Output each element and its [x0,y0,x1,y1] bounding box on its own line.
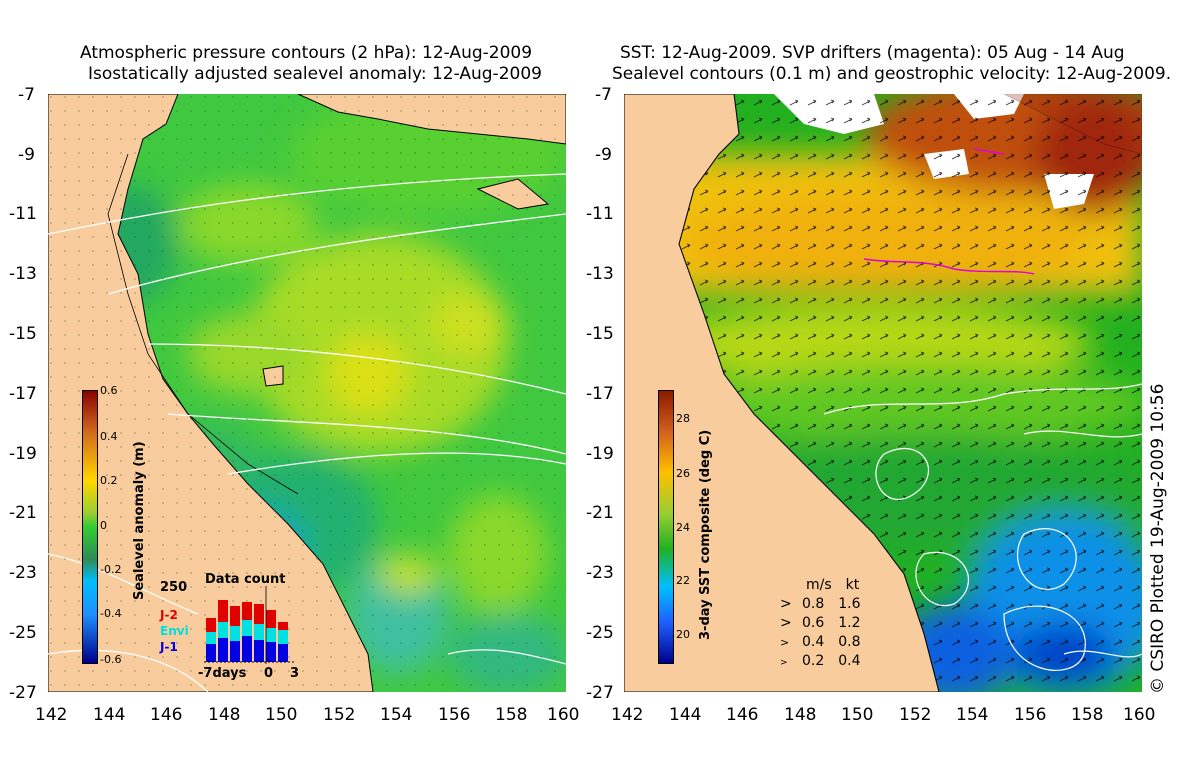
sealevel-colorbar [82,390,98,664]
legend-ms: 0.6 [802,615,825,631]
x-tick: 160 [547,705,580,725]
x-tick: 142 [35,705,68,725]
sst-tick: 20 [676,628,690,641]
y-tick: -15 [9,324,37,344]
x-tick: 142 [611,705,644,725]
sst-map[interactable] [624,94,1142,692]
y-tick: -13 [9,264,37,284]
y-tick: -19 [9,444,37,464]
sealevel-tick: 0 [100,519,107,532]
sealevel-tick: 0.6 [100,384,118,397]
y-tick: -15 [586,324,614,344]
y-tick: -27 [9,683,37,703]
left-title-line1: Atmospheric pressure contours (2 hPa): 1… [80,43,533,63]
velocity-legend: m/s kt >0.8 1.6 >0.6 1.2 >0.4 0.8 >0.2 0.4 [780,576,861,673]
sst-tick: 28 [676,412,690,425]
y-tick: -9 [595,145,612,165]
data-count-xlabel: 3 [290,666,300,681]
y-tick: -23 [9,563,37,583]
sealevel-tick: -0.6 [100,653,122,666]
sst-colorbar [658,390,674,664]
x-tick: 146 [726,705,759,725]
x-tick: 144 [669,705,702,725]
x-tick: 144 [93,705,126,725]
y-tick: -11 [586,204,614,224]
legend-kt: 0.4 [838,653,861,669]
sealevel-tick: -0.4 [100,607,122,620]
x-tick: 156 [1014,705,1047,725]
drifter-tracks [863,148,1035,275]
x-tick: 150 [265,705,298,725]
series-label-envi: Envi [160,624,189,638]
arrow-icon: > [780,596,792,612]
x-tick: 158 [495,705,528,725]
arrow-icon: > [780,615,792,631]
y-tick: -7 [18,85,35,105]
data-count-bars [204,586,296,664]
data-count-title: Data count [205,572,286,587]
data-count-inset: Data count 250 J-2 Envi J-1 -7days 0 3 [160,572,310,681]
mainland-land [624,94,940,692]
legend-header-kt: kt [845,577,860,593]
x-tick: 154 [380,705,413,725]
sealevel-anomaly-map[interactable] [48,94,566,692]
y-tick: -23 [586,563,614,583]
y-tick: -9 [18,145,35,165]
sst-tick: 26 [676,467,690,480]
y-tick: -13 [586,264,614,284]
y-tick: -25 [9,623,37,643]
legend-ms: 0.4 [802,634,825,650]
y-tick: -11 [9,204,37,224]
sst-tick: 22 [676,574,690,587]
right-title-line1: SST: 12-Aug-2009. SVP drifters (magenta)… [620,43,1125,63]
x-tick: 152 [899,705,932,725]
data-count-xlabel: -7days [198,666,247,681]
y-tick: -7 [595,85,612,105]
x-tick: 148 [784,705,817,725]
arrow-icon: > [780,636,790,649]
data-count-max: 250 [160,580,188,595]
x-tick: 154 [956,705,989,725]
y-tick: -17 [586,384,614,404]
x-tick: 158 [1071,705,1104,725]
sst-svg [624,94,1142,692]
left-title-line2: Isostatically adjusted sealevel anomaly:… [88,64,542,84]
legend-ms: 0.8 [802,596,825,612]
sealevel-tick: -0.2 [100,563,122,576]
sealevel-tick: 0.4 [100,430,118,443]
legend-ms: 0.2 [802,653,825,669]
y-tick: -19 [586,444,614,464]
sealevel-contours [823,383,1142,671]
credit-text: © CSIRO Plotted 19-Aug-2009 10:56 [1148,383,1168,694]
x-tick: 160 [1123,705,1156,725]
x-tick: 156 [438,705,471,725]
legend-header-ms: m/s [806,577,832,593]
legend-kt: 1.6 [838,596,861,612]
sealevel-tick: 0.2 [100,474,118,487]
y-tick: -27 [586,683,614,703]
sealevel-colorbar-title: Sealevel anomaly (m) [132,441,147,600]
arrow-icon: > [780,658,788,668]
x-tick: 150 [841,705,874,725]
legend-kt: 1.2 [838,615,861,631]
y-tick: -21 [586,503,614,523]
legend-kt: 0.8 [838,634,861,650]
data-count-xlabel: 0 [264,666,274,681]
y-tick: -21 [9,503,37,523]
sst-colorbar-title: 3-day SST composite (deg C) [698,429,713,640]
sst-tick: 24 [676,521,690,534]
x-tick: 146 [150,705,183,725]
series-label-j1: J-1 [160,640,178,654]
sealevel-anomaly-svg [48,94,566,692]
bar-stack [206,600,288,662]
series-label-j2: J-2 [160,608,178,622]
x-tick: 152 [323,705,356,725]
y-tick: -25 [586,623,614,643]
y-tick: -17 [9,384,37,404]
right-title-line2: Sealevel contours (0.1 m) and geostrophi… [612,64,1172,84]
x-tick: 148 [208,705,241,725]
